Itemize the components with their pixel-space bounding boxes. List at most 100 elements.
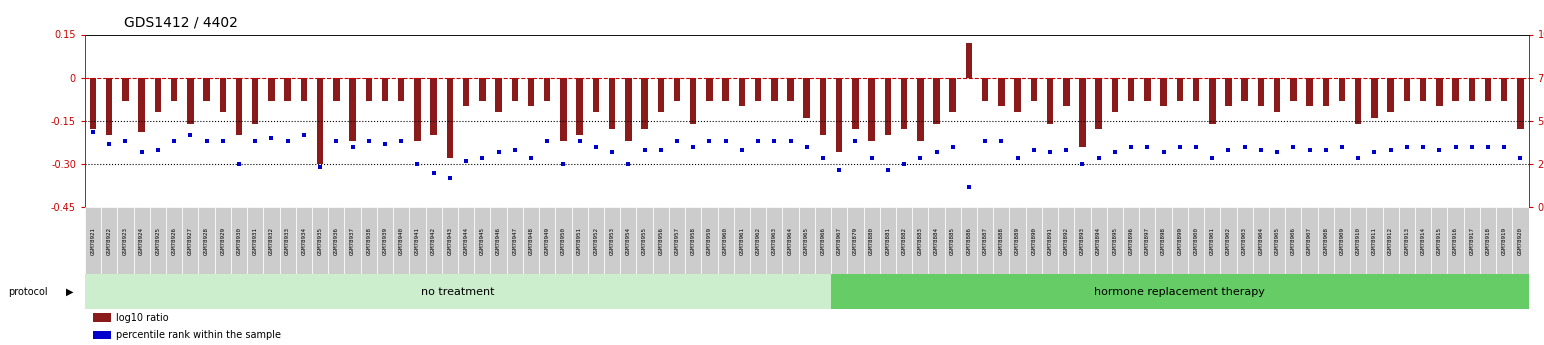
Bar <box>90 78 96 129</box>
Text: GSM78890: GSM78890 <box>1031 227 1036 255</box>
Bar <box>1285 207 1302 274</box>
Point <box>97 141 122 147</box>
Text: GSM78911: GSM78911 <box>1373 227 1377 255</box>
Point <box>307 164 332 169</box>
Bar <box>1302 207 1317 274</box>
Bar <box>965 43 973 78</box>
Point <box>1459 144 1484 149</box>
Point <box>1362 150 1387 155</box>
Bar <box>1436 78 1442 106</box>
Text: GSM78895: GSM78895 <box>1112 227 1118 255</box>
Point <box>778 138 803 144</box>
Text: GSM78914: GSM78914 <box>1420 227 1425 255</box>
Bar <box>993 207 1010 274</box>
Point <box>795 144 820 149</box>
Text: GSM78894: GSM78894 <box>1096 227 1101 255</box>
Point <box>1379 147 1403 152</box>
Bar <box>459 207 474 274</box>
Text: GSM78880: GSM78880 <box>869 227 874 255</box>
Text: GSM78925: GSM78925 <box>156 227 161 255</box>
Bar <box>1269 207 1285 274</box>
Text: GSM78885: GSM78885 <box>950 227 956 255</box>
Point <box>1038 150 1062 155</box>
Bar <box>576 78 584 135</box>
Point <box>1022 147 1047 152</box>
Bar <box>997 78 1005 106</box>
Bar <box>1226 78 1232 106</box>
Bar <box>896 207 913 274</box>
Text: GSM78964: GSM78964 <box>787 227 794 255</box>
Point <box>1102 150 1127 155</box>
Point <box>892 161 917 167</box>
Text: GSM78935: GSM78935 <box>318 227 323 255</box>
Text: GSM78943: GSM78943 <box>448 227 452 255</box>
Bar <box>933 78 940 124</box>
Text: GSM78952: GSM78952 <box>593 227 599 255</box>
Bar <box>1518 78 1524 129</box>
Bar <box>1014 78 1021 112</box>
Point <box>631 147 656 152</box>
Point <box>567 138 591 144</box>
Bar <box>1241 78 1248 101</box>
Bar <box>1349 207 1366 274</box>
Bar <box>247 207 264 274</box>
Bar <box>669 207 686 274</box>
Bar <box>1187 207 1204 274</box>
Bar <box>556 207 571 274</box>
Text: GSM78944: GSM78944 <box>463 227 469 255</box>
Bar <box>625 78 631 141</box>
Bar <box>528 78 534 106</box>
Bar <box>1010 207 1025 274</box>
Text: GSM78932: GSM78932 <box>269 227 273 255</box>
Bar <box>284 78 290 101</box>
Bar <box>608 78 616 129</box>
Bar <box>150 207 167 274</box>
Text: GSM78967: GSM78967 <box>837 227 841 255</box>
Bar <box>673 78 681 101</box>
Bar <box>1371 78 1377 118</box>
Text: GSM78934: GSM78934 <box>301 227 306 255</box>
Point <box>1167 144 1192 149</box>
Bar <box>658 78 664 112</box>
Point <box>1427 147 1451 152</box>
Bar <box>102 207 117 274</box>
Point <box>1152 150 1177 155</box>
Point <box>940 144 965 149</box>
Text: GSM78923: GSM78923 <box>124 227 128 255</box>
Text: GSM78959: GSM78959 <box>707 227 712 255</box>
Bar <box>1334 207 1349 274</box>
Point <box>130 150 154 155</box>
Text: GSM78929: GSM78929 <box>221 227 225 255</box>
Bar <box>431 78 437 135</box>
Bar <box>506 207 523 274</box>
Bar <box>1414 207 1431 274</box>
Text: GSM78940: GSM78940 <box>398 227 403 255</box>
Bar <box>588 207 604 274</box>
Bar <box>204 78 210 101</box>
Bar <box>831 274 1536 309</box>
Bar <box>329 207 344 274</box>
Bar <box>885 78 891 135</box>
Bar <box>1172 207 1187 274</box>
Bar <box>361 207 377 274</box>
Text: GSM78957: GSM78957 <box>675 227 679 255</box>
Point <box>648 147 673 152</box>
Bar <box>787 78 794 101</box>
Bar <box>1317 207 1334 274</box>
Bar <box>928 207 945 274</box>
Bar <box>426 207 442 274</box>
Bar <box>1079 78 1085 147</box>
Bar <box>1382 207 1399 274</box>
Bar <box>1237 207 1252 274</box>
Bar <box>85 274 831 309</box>
Text: GSM78948: GSM78948 <box>528 227 534 255</box>
Bar <box>1323 78 1329 106</box>
Bar <box>1062 78 1070 106</box>
Bar <box>1107 207 1122 274</box>
Text: GSM78939: GSM78939 <box>383 227 388 255</box>
Bar <box>1155 207 1172 274</box>
Point <box>1232 144 1257 149</box>
Point <box>616 161 641 167</box>
Point <box>925 150 950 155</box>
Text: GSM78917: GSM78917 <box>1470 227 1475 255</box>
